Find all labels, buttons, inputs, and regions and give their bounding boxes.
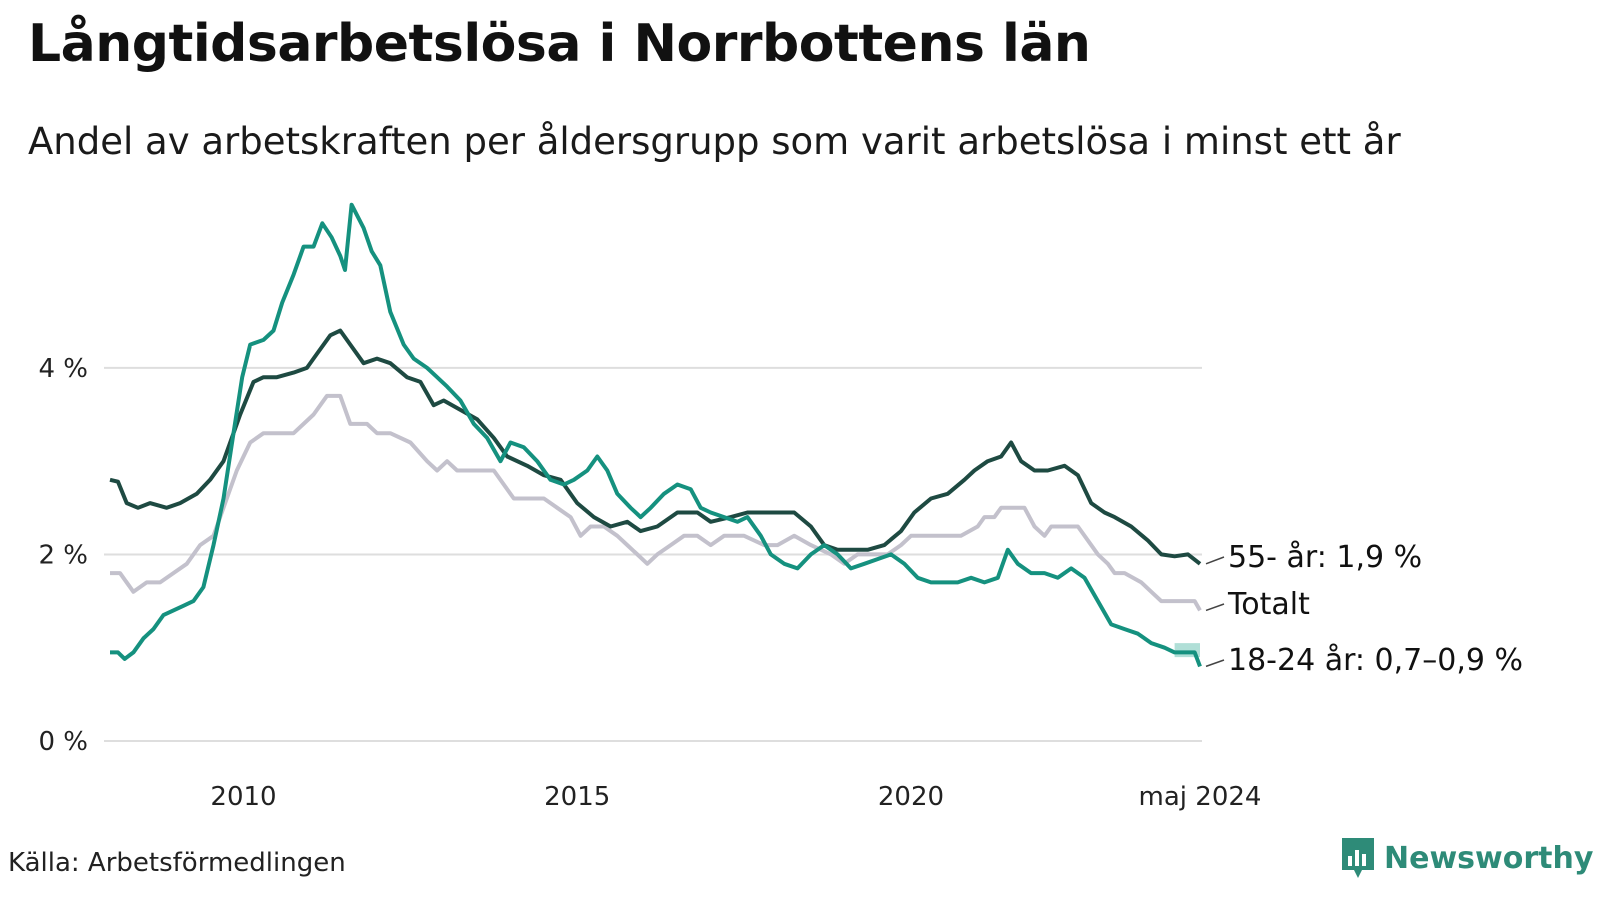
x-tick-label: 2010: [210, 782, 276, 812]
series-label-leader: [1205, 603, 1225, 612]
y-tick-label: 0 %: [38, 727, 88, 757]
x-tick-label: maj 2024: [1139, 782, 1262, 812]
series-line-totalt: [110, 393, 1202, 612]
chart-title: Långtidsarbetslösa i Norrbottens län: [28, 14, 1091, 74]
y-tick-label: 2 %: [38, 540, 88, 570]
x-tick-label: 2015: [544, 782, 610, 812]
source-note: Källa: Arbetsförmedlingen: [8, 848, 346, 878]
x-tick-label: 2020: [878, 782, 944, 812]
newsworthy-logo-icon: [1342, 838, 1374, 878]
y-tick-label: 4 %: [38, 354, 88, 384]
gridlines: [104, 366, 1202, 742]
series-labels: Totalt 55- år: 1,9 % 18-24 år: 0,7–0,9 %: [1205, 540, 1523, 678]
series-line-55-r: [109, 328, 1202, 566]
series-line-18-24-r: [110, 202, 1202, 668]
chart-subtitle: Andel av arbetskraften per åldersgrupp s…: [28, 120, 1401, 163]
series-label-leader: [1205, 659, 1225, 668]
brand-name: Newsworthy: [1384, 840, 1594, 876]
series-label-55-r: 55- år: 1,9 %: [1228, 540, 1422, 575]
x-axis-ticks: 2010 2015 2020 maj 2024: [210, 782, 1261, 812]
series-lines: [109, 202, 1202, 668]
series-label-18-24-r: 18-24 år: 0,7–0,9 %: [1228, 643, 1523, 678]
series-label-leader: [1205, 556, 1225, 565]
y-axis-ticks: 0 % 2 % 4 %: [38, 354, 88, 757]
brand-logo: Newsworthy: [1340, 836, 1593, 880]
series-label-totalt: Totalt: [1227, 587, 1310, 622]
